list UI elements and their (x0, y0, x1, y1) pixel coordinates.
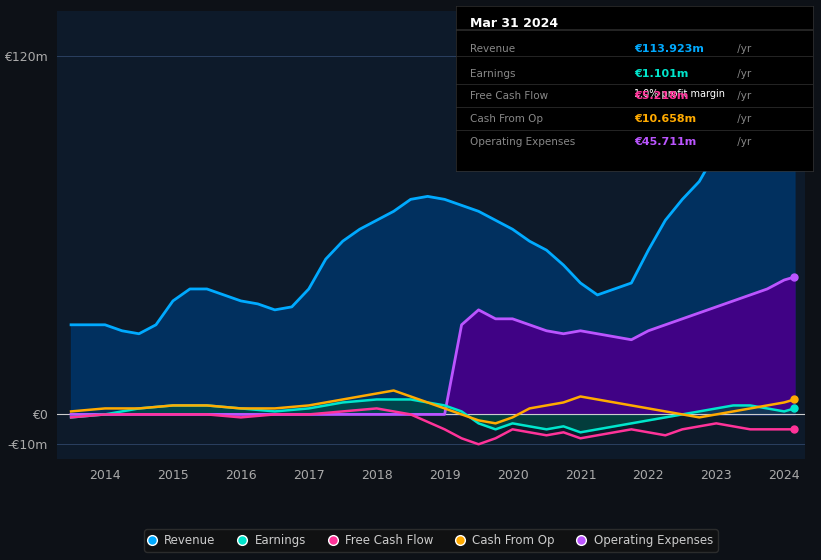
Text: 1.0% profit margin: 1.0% profit margin (635, 89, 725, 99)
Text: Cash From Op: Cash From Op (470, 114, 543, 124)
Text: €113.923m: €113.923m (635, 44, 704, 54)
Text: €45.711m: €45.711m (635, 137, 696, 147)
Text: Operating Expenses: Operating Expenses (470, 137, 576, 147)
Text: Revenue: Revenue (470, 44, 515, 54)
Text: /yr: /yr (734, 44, 751, 54)
Text: Earnings: Earnings (470, 69, 516, 79)
Text: /yr: /yr (734, 114, 751, 124)
Text: €10.658m: €10.658m (635, 114, 696, 124)
Text: /yr: /yr (734, 137, 751, 147)
Text: €5.218m: €5.218m (635, 91, 689, 101)
Text: Free Cash Flow: Free Cash Flow (470, 91, 548, 101)
Legend: Revenue, Earnings, Free Cash Flow, Cash From Op, Operating Expenses: Revenue, Earnings, Free Cash Flow, Cash … (144, 529, 718, 552)
Text: €1.101m: €1.101m (635, 69, 689, 79)
Text: Mar 31 2024: Mar 31 2024 (470, 17, 558, 30)
Text: /yr: /yr (734, 91, 751, 101)
Text: /yr: /yr (734, 69, 751, 79)
